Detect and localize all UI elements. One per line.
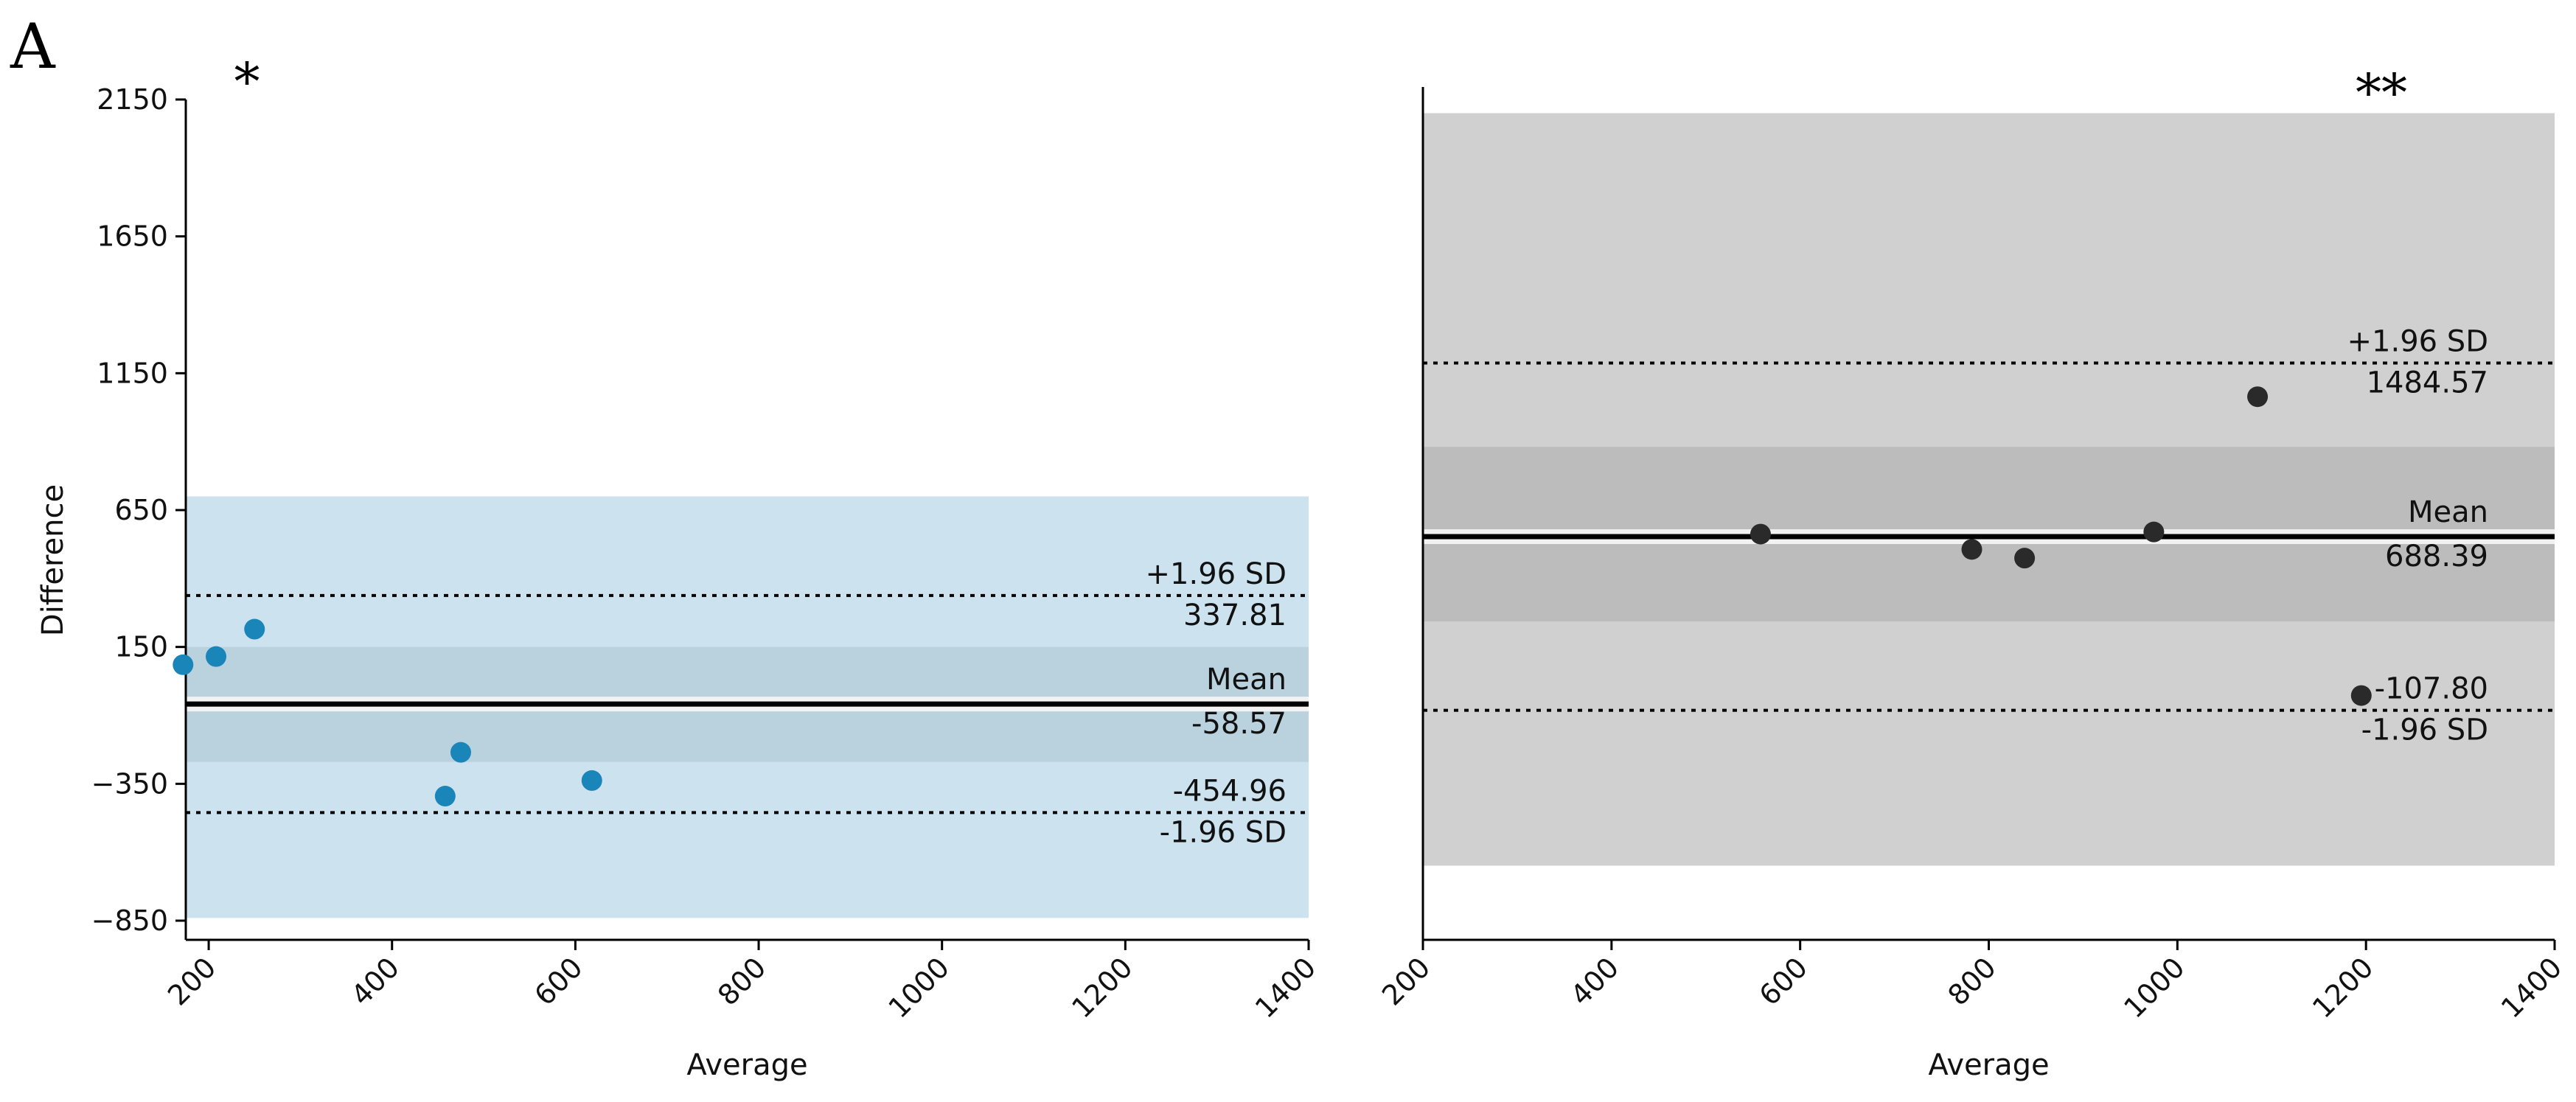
data-point xyxy=(2014,548,2036,569)
lower-loa-value: -454.96 xyxy=(1173,774,1287,808)
x-tick-label: 600 xyxy=(1753,951,1814,1011)
significance-marker: * xyxy=(234,52,260,112)
upper-loa-label: +1.96 SD xyxy=(2347,324,2488,358)
data-point xyxy=(2143,521,2165,543)
x-axis-title: Average xyxy=(686,1048,807,1082)
data-point xyxy=(244,618,265,640)
lower-loa-label: -1.96 SD xyxy=(1160,815,1287,849)
x-tick-label: 1400 xyxy=(1249,951,1323,1025)
data-point xyxy=(173,654,194,675)
mean-value: 688.39 xyxy=(2385,540,2488,573)
y-tick-label: 150 xyxy=(114,631,168,663)
x-tick-label: 800 xyxy=(711,951,772,1011)
data-point xyxy=(581,770,602,791)
x-tick-label: 400 xyxy=(1564,951,1625,1011)
x-tick-label: 1000 xyxy=(2117,951,2191,1025)
x-tick-label: 200 xyxy=(1376,951,1436,1011)
x-tick-label: 600 xyxy=(528,951,588,1011)
upper-loa-value: 1484.57 xyxy=(2367,366,2488,400)
significance-marker: ** xyxy=(2356,63,2407,123)
x-axis-title: Average xyxy=(1928,1048,2049,1082)
y-axis-title: Difference xyxy=(36,484,70,636)
upper-loa-label: +1.96 SD xyxy=(1146,557,1287,591)
mean-label: Mean xyxy=(2408,495,2488,529)
y-tick-label: 650 xyxy=(114,494,168,526)
x-tick-label: 400 xyxy=(345,951,405,1011)
data-point xyxy=(206,646,227,667)
y-tick-label: 2150 xyxy=(97,83,168,116)
data-point xyxy=(1961,539,1983,560)
y-tick-label: 1650 xyxy=(97,220,168,253)
y-tick-label: −850 xyxy=(91,904,168,937)
mean-label: Mean xyxy=(1206,663,1287,697)
data-point xyxy=(450,742,471,763)
lower-loa-label: -1.96 SD xyxy=(2361,714,2488,747)
x-tick-label: 1000 xyxy=(883,951,956,1025)
data-point xyxy=(434,786,456,807)
data-point xyxy=(2247,386,2269,408)
x-tick-label: 200 xyxy=(161,951,222,1011)
data-point xyxy=(2350,685,2372,706)
panel-letter: A xyxy=(10,10,56,83)
upper-loa-value: 337.81 xyxy=(1183,599,1287,632)
y-tick-label: 1150 xyxy=(97,357,168,389)
y-tick-label: −350 xyxy=(91,767,168,800)
mean-value: -58.57 xyxy=(1191,707,1287,741)
left-panel: 200 400 600 800 1000 1200 1400 2150 1650 1150 650 1… xyxy=(36,52,1322,1082)
data-point xyxy=(1750,523,1771,545)
x-tick-label: 1200 xyxy=(2306,951,2380,1025)
lower-loa-value: -107.80 xyxy=(2375,672,2488,706)
x-tick-label: 800 xyxy=(1941,951,2002,1011)
x-tick-label: 1400 xyxy=(2495,951,2569,1025)
right-panel: 200 400 600 800 1000 1200 1400 Average ** +1.96 S… xyxy=(1376,63,2568,1082)
x-tick-label: 1200 xyxy=(1065,951,1139,1025)
